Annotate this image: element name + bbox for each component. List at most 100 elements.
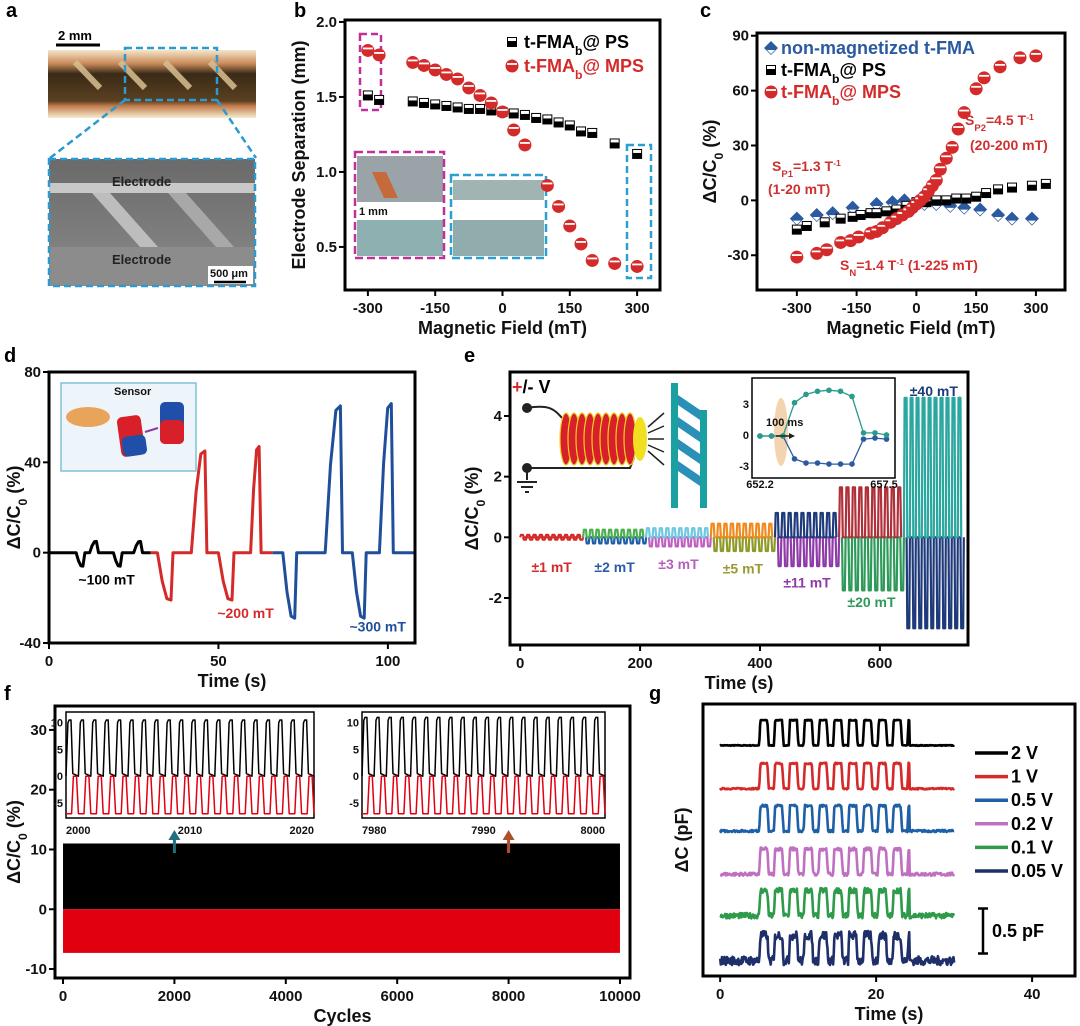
legend-label: t-FMAb@ PS [524,32,629,58]
zoom-line [49,99,126,159]
inset-y-tick-label: 0 [353,771,359,783]
data-point-highlight [453,103,462,107]
trace-0.1V [719,886,956,920]
x-tick-label: 50 [210,653,227,670]
trace-negative [905,536,965,630]
data-point [1007,182,1018,193]
y-tick-label: 0 [33,545,41,562]
data-point [553,117,564,128]
data-point-highlight [464,104,473,108]
data-point [810,246,824,260]
inset-point [791,456,798,462]
trace-positive [709,522,774,539]
data-point-highlight [994,217,1003,222]
sensor-pillar [678,395,700,420]
text-part: P1 [781,169,793,180]
data-point-highlight [848,212,857,216]
data-point [977,71,991,85]
inset-photo-ps [357,156,443,202]
data-point [428,63,442,77]
device-photo [48,50,256,118]
text-part: =1.4 T [856,257,897,273]
legend-label: 2 V [1011,743,1038,763]
data-point-highlight [962,194,971,198]
trace-1 [150,445,273,602]
data-point [507,123,521,137]
axes-frame [701,702,1077,978]
data-point-highlight [792,220,801,225]
attraction-icon [144,427,159,433]
data-point [951,193,962,204]
inset-point [872,435,878,441]
y-tick-label: 30 [30,722,47,739]
legend-marker-highlight [508,38,516,41]
text-part: b [575,68,582,82]
panel-letter: c [700,0,711,22]
data-point-highlight [363,91,372,95]
inset-point [860,436,867,442]
inset-y-tick-label: 3 [743,399,749,411]
text-part: =4.5 T [986,112,1027,128]
data-point [945,140,959,154]
data-point [430,99,441,110]
plot-area [519,396,965,630]
inset-x-tick-label: 2000 [66,825,90,837]
inset-scale-bg [357,204,387,218]
trace-positive [645,527,710,539]
data-point [957,106,971,120]
y-tick-label: 0 [39,901,47,918]
trace-positive [582,528,645,539]
x-tick-label: 150 [557,300,582,317]
text-part: t-FMA [781,60,832,80]
text-part: /- V [523,377,551,397]
x-tick-label: -300 [353,300,383,317]
inset-y-tick-label: 0 [743,430,749,442]
data-point [871,208,882,219]
legend-marker [507,37,517,47]
magnet-icon-pole [121,434,148,457]
series-0 [362,90,643,159]
x-tick-label: 0 [716,986,724,1003]
panel-f: 0 2000 4000 6000 8000 10000-100102030CyclesΔC… [4,683,641,1026]
legend-label: t-FMAb@ MPS [781,82,901,108]
inset-x-tick-label: 652.2 [746,479,774,491]
y-tick-label: 40 [24,454,41,471]
data-point [855,210,866,221]
data-point [361,43,375,57]
trace-positive [519,533,582,539]
data-point-highlight [520,110,529,114]
data-point-highlight [1027,181,1036,185]
inset-frame-magenta [353,150,446,260]
text-part: (1-20 mT) [768,181,830,197]
text-part: b [832,72,839,86]
panel-b: 1 mm -300 -150 0 150 300 0.5 1.0 1.5 2.0 Magnetic … [289,0,662,338]
data-point-highlight [408,97,417,101]
text-part: b [575,44,582,58]
series-band-negative [63,909,620,953]
arrow-head-icon [789,433,795,439]
x-axis-label: Magnetic Field (mT) [826,318,995,338]
y-axis-label: ΔC/C0 (%) [462,467,488,551]
data-point [991,208,1006,223]
inset-point [826,461,832,467]
data-point-highlight [972,192,981,196]
inset-point [837,461,844,467]
plot-area [718,718,956,967]
axes-frame [47,370,417,645]
y-tick-label: -40 [19,635,41,652]
inset-y-tick-label: -3 [739,461,749,473]
data-point [630,259,644,273]
legend-label: non-magnetized t-FMA [781,38,975,58]
text-part: Time (s) [705,673,774,693]
data-point [957,200,972,215]
x-tick-label: 0 [59,988,67,1005]
text-part: ΔC/C [462,506,482,550]
field-line-icon [647,450,665,466]
annotation: (20-200 mT) [970,137,1048,153]
hand-icon [66,407,110,427]
inset-photo-mps [357,220,443,256]
text-part: (%) [4,800,24,833]
text-part: (%) [700,120,720,153]
trace-0.5V [718,803,955,834]
axes-frame [343,18,662,292]
